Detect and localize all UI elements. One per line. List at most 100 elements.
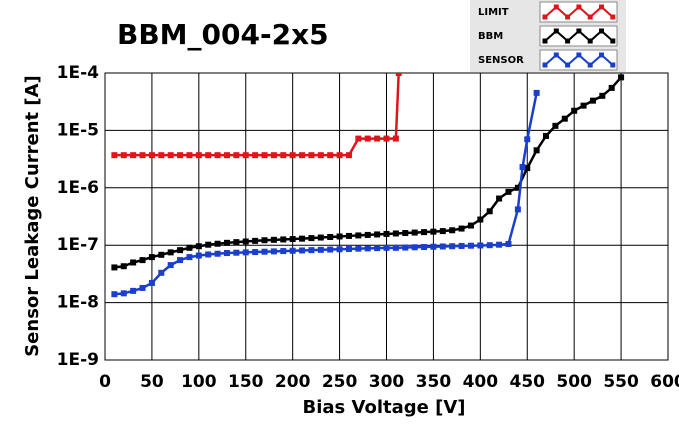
data-point: [261, 152, 268, 159]
data-point: [496, 241, 503, 248]
chart-title: BBM_004-2x5: [117, 18, 329, 51]
legend-marker: [553, 52, 559, 58]
data-point: [421, 229, 428, 236]
data-point: [130, 152, 137, 159]
legend-marker: [542, 38, 548, 44]
x-tick-label: 600: [650, 372, 679, 392]
data-point: [561, 115, 568, 122]
data-point: [214, 250, 221, 257]
legend-marker: [599, 28, 604, 34]
data-point: [355, 232, 362, 239]
data-point: [524, 165, 531, 172]
y-tick-label: 1E-4: [57, 63, 99, 83]
data-point: [299, 235, 306, 242]
data-point: [449, 243, 456, 250]
data-point: [411, 244, 418, 251]
data-point: [519, 164, 526, 171]
x-tick-label: 450: [510, 372, 546, 392]
data-point: [223, 152, 230, 159]
data-point: [505, 240, 512, 247]
data-point: [270, 248, 277, 255]
data-point: [111, 152, 118, 159]
x-tick-label: 400: [463, 372, 499, 392]
data-point: [477, 216, 484, 223]
data-point: [449, 227, 456, 234]
data-point: [336, 233, 343, 240]
data-point: [261, 237, 268, 244]
data-point: [374, 231, 381, 238]
legend-marker: [599, 52, 604, 58]
data-point: [580, 102, 587, 109]
data-point: [280, 236, 287, 243]
x-tick-label: 50: [140, 372, 164, 392]
data-point: [467, 242, 474, 249]
data-point: [148, 254, 155, 261]
x-tick-label: 200: [275, 372, 311, 392]
legend-swatch-box: [539, 25, 618, 47]
data-point: [205, 251, 212, 258]
data-point: [327, 152, 334, 159]
legend-marker: [553, 28, 559, 34]
data-point: [148, 152, 155, 159]
y-tick-label: 1E-9: [57, 350, 99, 370]
y-tick-label: 1E-5: [57, 120, 99, 140]
data-point: [195, 243, 202, 250]
data-point: [458, 242, 465, 249]
data-point: [195, 152, 202, 159]
x-tick-label: 550: [603, 372, 639, 392]
x-tick-label: 100: [181, 372, 217, 392]
legend-marker: [542, 14, 548, 20]
data-point: [374, 245, 381, 252]
legend-marker: [587, 14, 593, 20]
data-point: [308, 152, 315, 159]
legend-label: LIMIT: [478, 7, 509, 18]
data-point: [261, 248, 268, 255]
x-axis-title: Bias Voltage [V]: [303, 397, 466, 418]
data-point: [223, 250, 230, 257]
data-point: [383, 230, 390, 237]
legend-marker: [576, 52, 582, 58]
y-axis-title: Sensor Leakage Current [A]: [22, 75, 43, 357]
data-point: [111, 291, 118, 298]
data-point: [139, 284, 146, 291]
data-point: [327, 233, 334, 240]
data-point: [589, 97, 596, 104]
data-point: [308, 247, 315, 254]
data-point: [317, 246, 324, 253]
data-point: [392, 135, 399, 142]
data-point: [270, 152, 277, 159]
data-point: [599, 92, 606, 99]
legend-marker: [587, 38, 593, 44]
x-tick-label: 250: [322, 372, 358, 392]
legend-swatch-box: [539, 1, 618, 23]
data-point: [467, 222, 474, 229]
data-point: [336, 246, 343, 253]
data-point: [130, 259, 137, 266]
data-point: [120, 290, 127, 297]
data-point: [486, 208, 493, 215]
x-tick-label: 350: [416, 372, 452, 392]
data-point: [618, 74, 625, 81]
legend-marker: [565, 62, 571, 68]
data-point: [177, 152, 184, 159]
y-tick-label: 1E-7: [57, 235, 99, 255]
data-point: [186, 152, 193, 159]
data-point: [130, 287, 137, 294]
data-point: [289, 236, 296, 243]
data-point: [205, 152, 212, 159]
x-tick-label: 0: [99, 372, 111, 392]
data-point: [364, 245, 371, 252]
data-point: [214, 152, 221, 159]
data-point: [533, 89, 540, 96]
data-point: [308, 235, 315, 242]
data-point: [458, 225, 465, 232]
data-point: [299, 247, 306, 254]
data-point: [355, 135, 362, 142]
data-point: [439, 228, 446, 235]
data-point: [345, 152, 352, 159]
data-point: [223, 239, 230, 246]
data-point: [402, 244, 409, 251]
data-point: [177, 247, 184, 254]
data-point: [327, 246, 334, 253]
data-point: [186, 244, 193, 251]
